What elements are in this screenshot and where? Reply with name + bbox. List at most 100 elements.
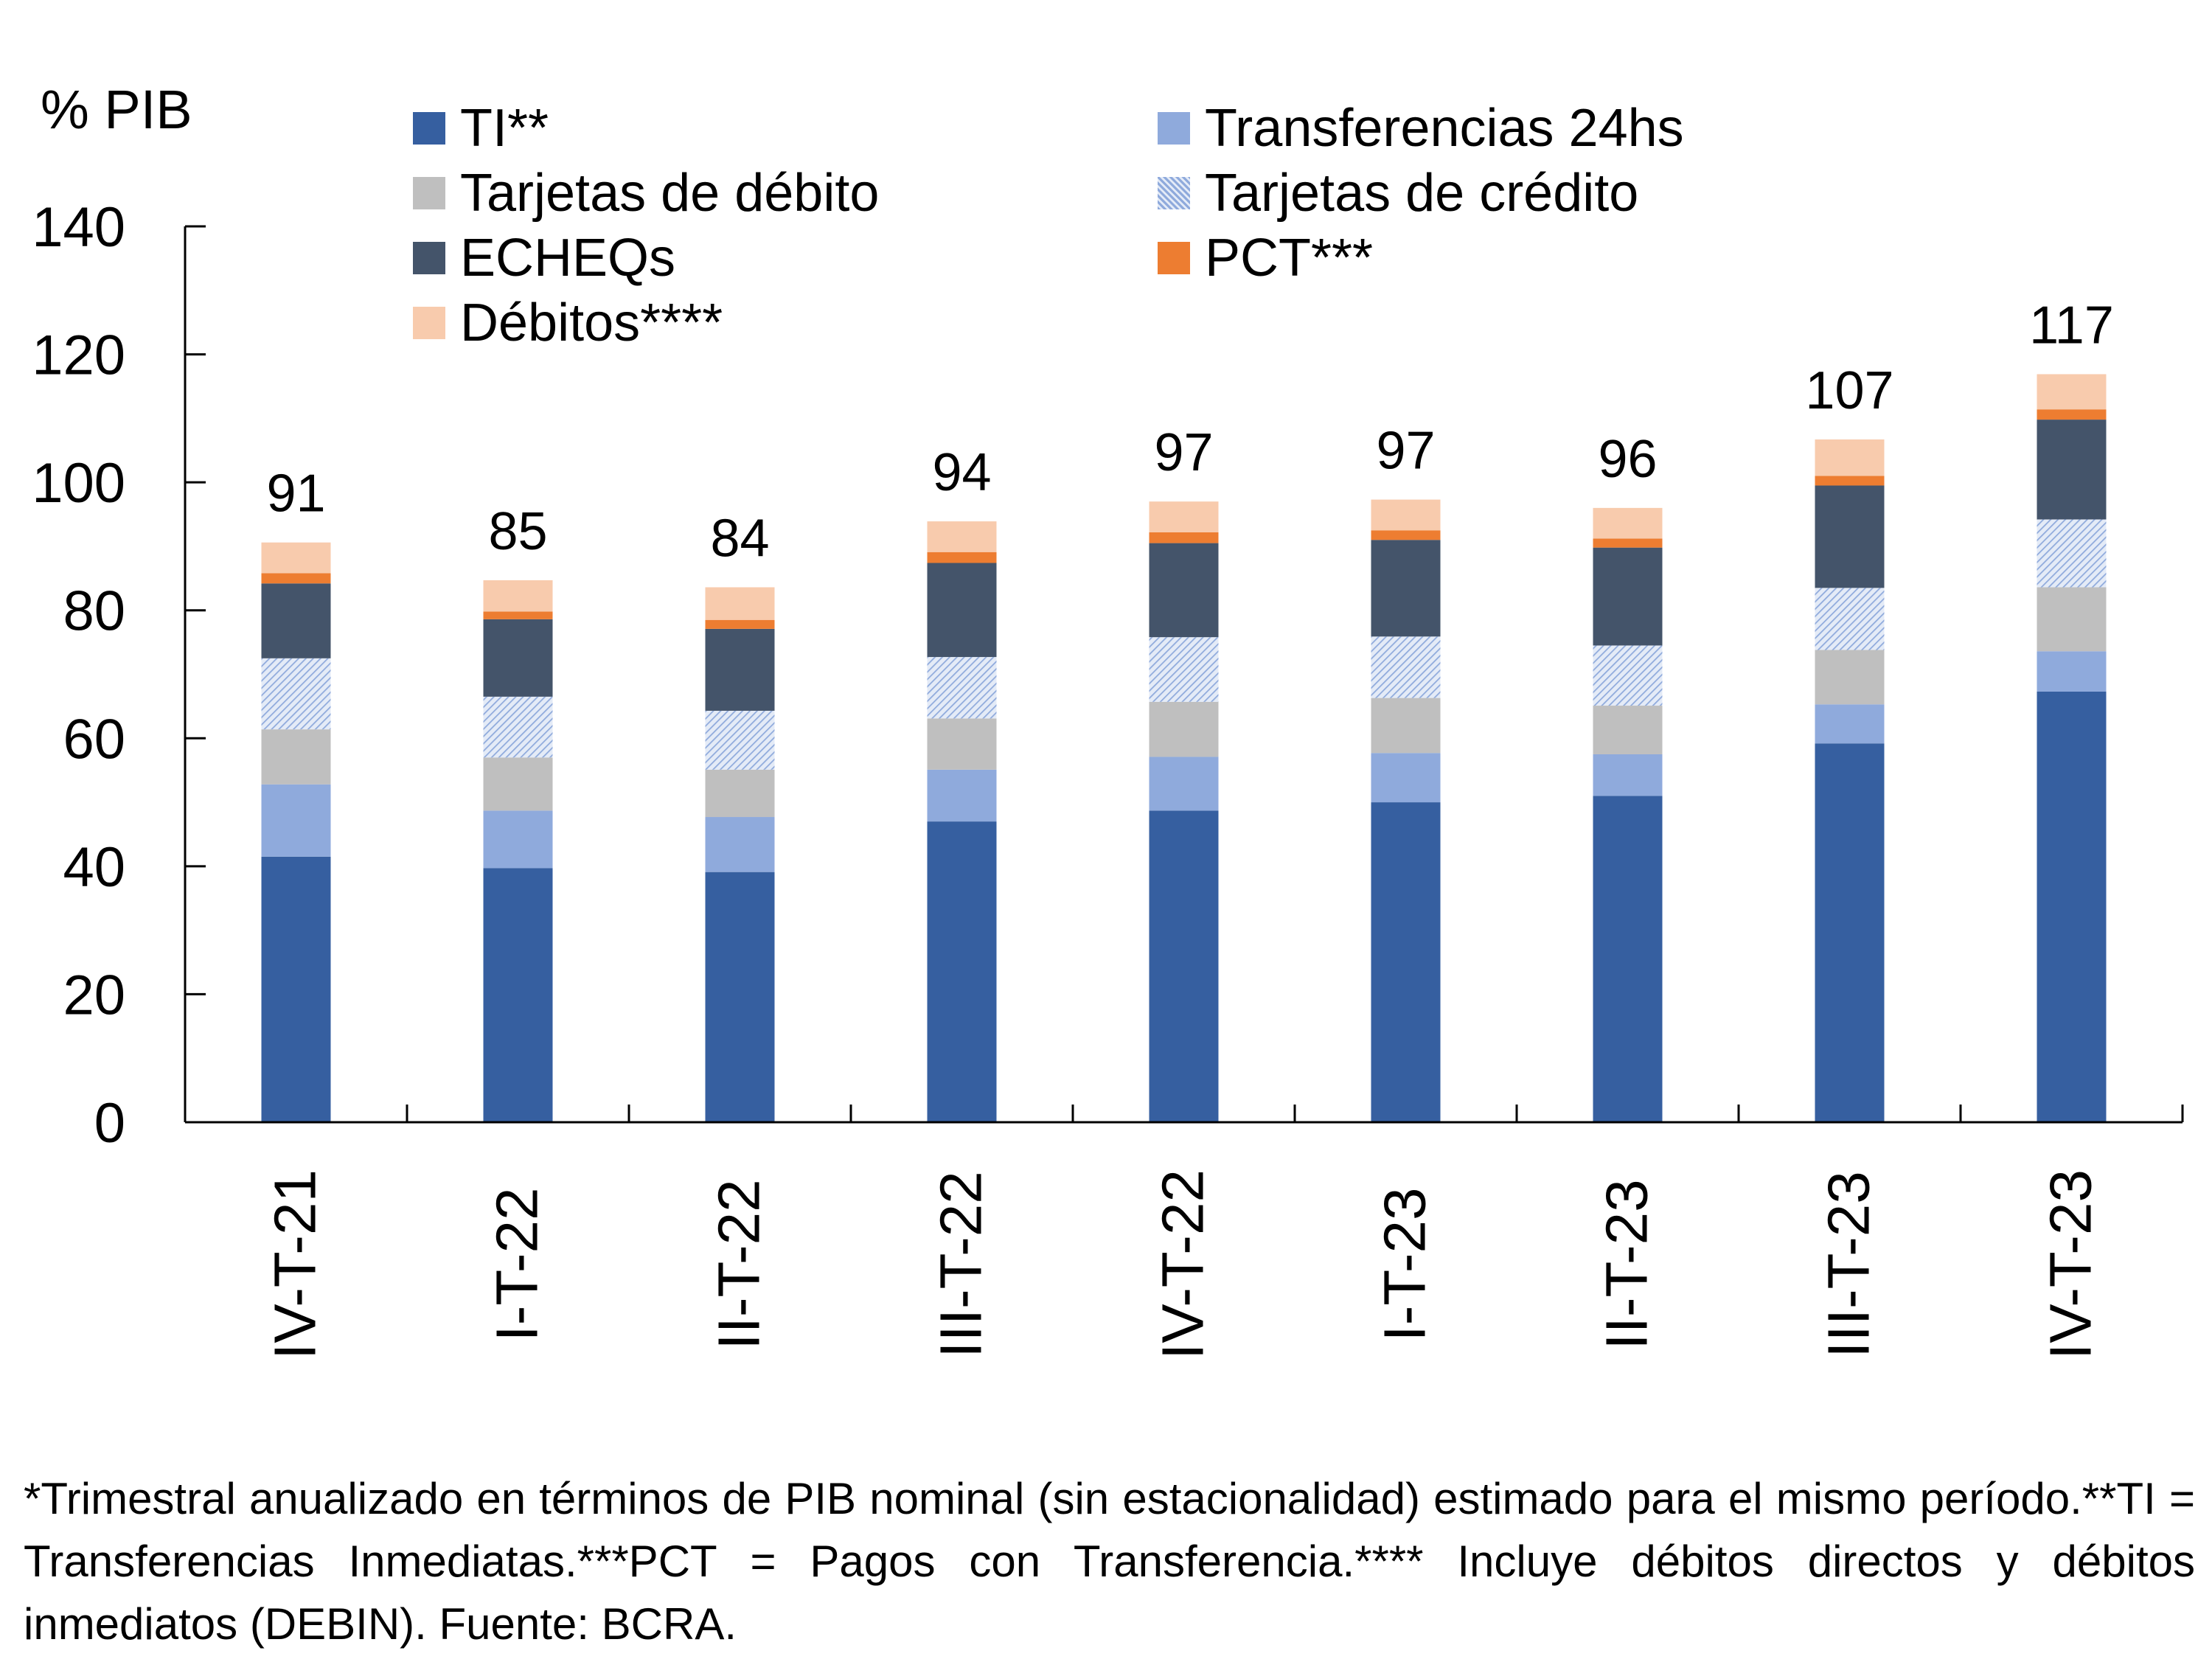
bar-segment-4 (1371, 636, 1441, 698)
bars-group (261, 374, 2107, 1122)
x-tick-label: IV-T-21 (262, 1169, 328, 1360)
bar-segment-6 (1815, 476, 1885, 486)
legend-swatch (413, 307, 445, 339)
legend-label: TI** (460, 99, 549, 158)
footnote: *Trimestral anualizado en términos de PI… (24, 1474, 2195, 1649)
y-tick-label: 80 (63, 580, 125, 643)
y-axis-unit-label: % PIB (41, 79, 192, 140)
labels-group: 91 IV-T-21 85 I-T-22 84 II-T-22 94 III-T-22 97 IV… (32, 196, 2114, 1360)
bar-segment-7 (927, 521, 997, 552)
legend-swatch (413, 112, 445, 145)
bar-segment-3 (927, 718, 997, 770)
bar-segment-7 (1149, 501, 1219, 532)
bar-segment-7 (483, 580, 553, 612)
legend-item: TI** (413, 96, 549, 161)
legend-label: PCT*** (1205, 229, 1374, 288)
bar-segment-5 (927, 563, 997, 658)
total-label: 91 (266, 465, 325, 524)
bar-segment-3 (483, 757, 553, 811)
bar-segment-2 (483, 810, 553, 869)
y-tick-label: 100 (32, 452, 125, 515)
bar-segment-6 (1593, 538, 1663, 548)
bar-segment-5 (1593, 547, 1663, 646)
bar-segment-6 (705, 619, 775, 629)
bar-segment-4 (261, 658, 331, 730)
y-tick-label: 120 (32, 324, 125, 387)
bar-segment-4 (1593, 645, 1663, 706)
bar-segment-1 (261, 856, 331, 1122)
bar-segment-1 (1815, 743, 1885, 1122)
bar-segment-1 (1149, 810, 1219, 1122)
bar-segment-4 (1149, 637, 1219, 702)
y-tick-label: 60 (63, 708, 125, 771)
bar-segment-2 (1593, 754, 1663, 796)
legend-item: PCT*** (1158, 226, 1373, 291)
legend-label: Débitos**** (460, 293, 723, 352)
bar-segment-6 (261, 573, 331, 584)
bar-segment-5 (1815, 485, 1885, 588)
legend-item: Tarjetas de débito (413, 161, 879, 226)
bar-segment-3 (1371, 698, 1441, 754)
bar-segment-2 (1371, 753, 1441, 803)
total-label: 97 (1376, 422, 1435, 481)
x-tick-label: II-T-22 (706, 1179, 772, 1349)
bar-segment-6 (483, 611, 553, 619)
bar-segment-2 (927, 769, 997, 822)
bar-segment-6 (1371, 530, 1441, 540)
bar-segment-4 (1815, 588, 1885, 650)
total-label: 97 (1154, 423, 1213, 482)
legend-label: Tarjetas de débito (460, 164, 880, 223)
bar-segment-5 (1149, 543, 1219, 638)
bar-segment-1 (1371, 802, 1441, 1122)
y-tick-label: 40 (63, 836, 125, 899)
legend-item: Tarjetas de crédito (1158, 161, 1638, 226)
bar-segment-5 (705, 628, 775, 711)
legend-swatch (413, 242, 445, 274)
bar-segment-5 (2037, 420, 2107, 520)
bar-segment-6 (2037, 409, 2107, 420)
bar-segment-3 (1593, 706, 1663, 754)
bar-segment-3 (2037, 587, 2107, 652)
bar-segment-1 (927, 821, 997, 1122)
bar-segment-6 (1149, 532, 1219, 543)
bar-segment-7 (2037, 374, 2107, 410)
x-tick-label: II-T-23 (1594, 1179, 1660, 1349)
bar-segment-3 (261, 729, 331, 785)
total-label: 117 (2029, 296, 2114, 355)
bar-segment-3 (705, 769, 775, 818)
bar-segment-4 (483, 696, 553, 758)
bar-segment-7 (1371, 499, 1441, 531)
legend-label: Tarjetas de crédito (1205, 164, 1639, 223)
bar-segment-1 (2037, 691, 2107, 1122)
bar-segment-1 (1593, 796, 1663, 1122)
bar-segment-2 (705, 817, 775, 872)
y-tick-label: 140 (32, 196, 125, 259)
legend-item: Débitos**** (413, 291, 723, 355)
bar-segment-2 (261, 784, 331, 857)
total-label: 96 (1598, 430, 1657, 489)
bar-segment-2 (2037, 651, 2107, 692)
bar-segment-5 (261, 583, 331, 658)
legend-label: ECHEQs (460, 229, 676, 288)
bar-segment-4 (927, 657, 997, 719)
legend-swatch (1158, 177, 1190, 209)
y-tick-label: 0 (94, 1092, 125, 1155)
bar-segment-3 (1149, 701, 1219, 757)
x-tick-label: III-T-23 (1816, 1171, 1882, 1357)
total-label: 107 (1805, 361, 1893, 420)
x-tick-label: III-T-22 (928, 1171, 994, 1357)
legend-label: Transferencias 24hs (1205, 99, 1684, 158)
legend-swatch (1158, 112, 1190, 145)
legend-swatch (1158, 242, 1190, 274)
bar-segment-4 (2037, 519, 2107, 588)
bar-segment-5 (1371, 540, 1441, 637)
x-tick-label: IV-T-22 (1150, 1169, 1216, 1360)
bar-segment-7 (261, 542, 331, 574)
x-tick-label: I-T-22 (484, 1188, 550, 1342)
legend-item: Transferencias 24hs (1158, 96, 1684, 161)
bar-segment-7 (705, 587, 775, 620)
bar-segment-3 (1815, 650, 1885, 705)
bar-segment-7 (1593, 507, 1663, 539)
x-tick-label: I-T-23 (1372, 1188, 1438, 1342)
